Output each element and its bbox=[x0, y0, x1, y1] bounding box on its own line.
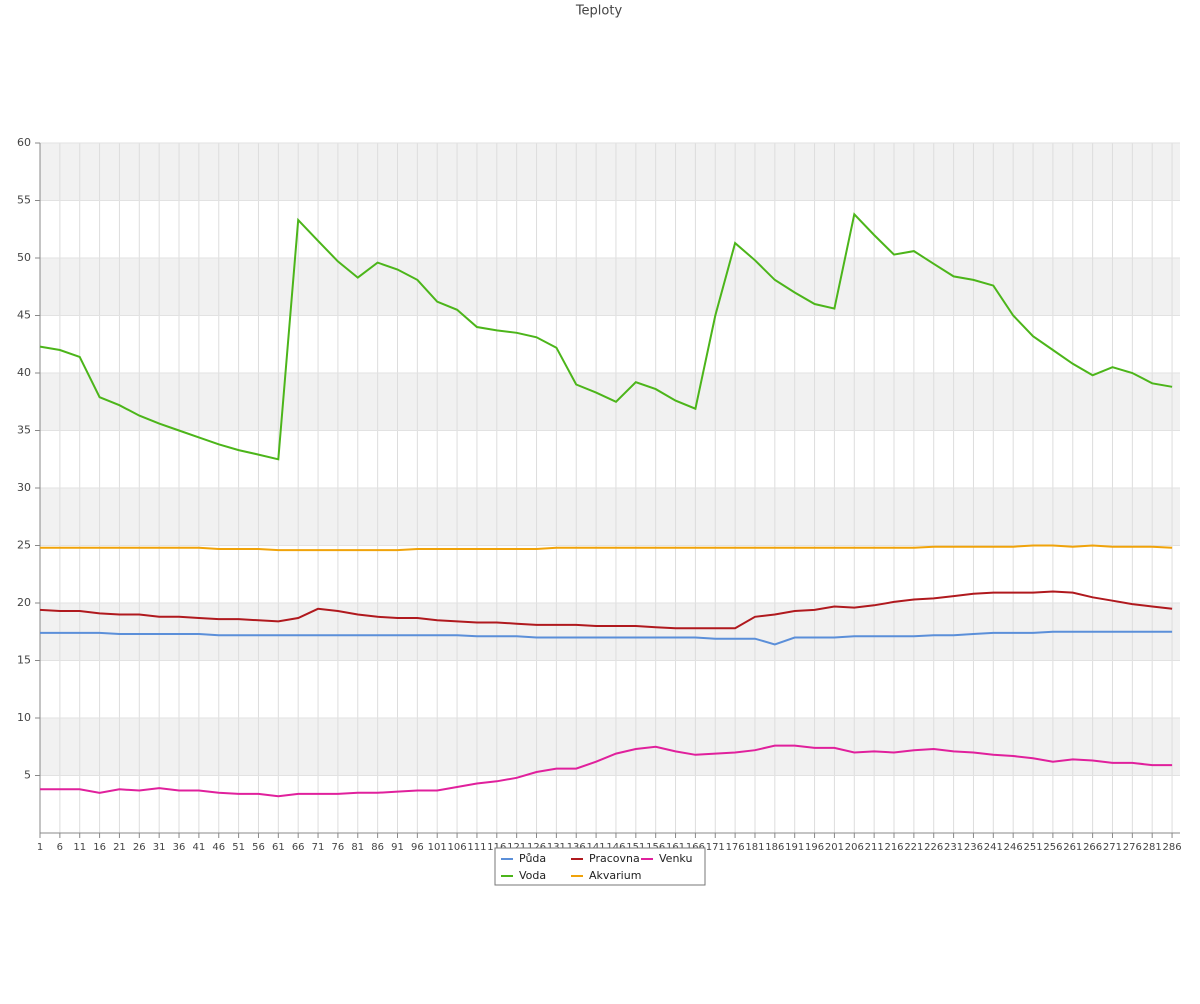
x-tick-label: 21 bbox=[113, 842, 126, 853]
x-tick-label: 196 bbox=[805, 842, 824, 853]
x-tick-label: 216 bbox=[884, 842, 903, 853]
x-tick-label: 246 bbox=[1004, 842, 1023, 853]
x-tick-label: 201 bbox=[825, 842, 844, 853]
x-tick-label: 56 bbox=[252, 842, 265, 853]
y-tick-label: 55 bbox=[17, 194, 31, 207]
x-tick-label: 26 bbox=[133, 842, 146, 853]
x-tick-label: 176 bbox=[726, 842, 745, 853]
x-tick-label: 256 bbox=[1043, 842, 1062, 853]
y-tick-label: 5 bbox=[24, 769, 31, 782]
y-tick-label: 15 bbox=[17, 654, 31, 667]
y-tick-label: 30 bbox=[17, 481, 31, 494]
x-tick-label: 71 bbox=[312, 842, 325, 853]
x-tick-label: 101 bbox=[428, 842, 447, 853]
x-tick-label: 1 bbox=[37, 842, 43, 853]
x-tick-label: 186 bbox=[765, 842, 784, 853]
x-tick-label: 206 bbox=[845, 842, 864, 853]
y-tick-label: 45 bbox=[17, 309, 31, 322]
x-tick-label: 276 bbox=[1123, 842, 1142, 853]
series-line bbox=[39, 590, 1173, 630]
x-tick-label: 261 bbox=[1063, 842, 1082, 853]
x-tick-label: 286 bbox=[1163, 842, 1182, 853]
x-tick-label: 251 bbox=[1023, 842, 1042, 853]
chart-title: Teploty bbox=[575, 4, 623, 19]
x-tick-label: 221 bbox=[904, 842, 923, 853]
x-tick-label: 271 bbox=[1103, 842, 1122, 853]
legend-box bbox=[494, 847, 706, 886]
x-tick-label: 211 bbox=[865, 842, 884, 853]
grid-band bbox=[40, 718, 1180, 776]
x-tick-label: 281 bbox=[1143, 842, 1162, 853]
y-tick-label: 25 bbox=[17, 539, 31, 552]
series-line bbox=[39, 212, 1173, 461]
legend-label: Venku bbox=[659, 852, 692, 865]
x-tick-label: 76 bbox=[332, 842, 345, 853]
x-tick-label: 31 bbox=[153, 842, 166, 853]
y-tick-label: 40 bbox=[17, 366, 31, 379]
x-tick-label: 16 bbox=[93, 842, 106, 853]
grid-band bbox=[40, 258, 1180, 316]
x-tick-label: 171 bbox=[706, 842, 725, 853]
x-tick-label: 191 bbox=[785, 842, 804, 853]
x-tick-label: 66 bbox=[292, 842, 305, 853]
x-tick-label: 51 bbox=[232, 842, 245, 853]
x-tick-label: 61 bbox=[272, 842, 285, 853]
x-tick-label: 81 bbox=[351, 842, 364, 853]
x-tick-label: 41 bbox=[193, 842, 206, 853]
grid-band bbox=[40, 143, 1180, 201]
y-tick-label: 50 bbox=[17, 251, 31, 264]
x-tick-label: 266 bbox=[1083, 842, 1102, 853]
x-tick-label: 46 bbox=[212, 842, 225, 853]
series-line bbox=[40, 544, 1173, 552]
x-tick-label: 241 bbox=[984, 842, 1003, 853]
x-tick-label: 86 bbox=[371, 842, 384, 853]
y-tick-label: 20 bbox=[17, 596, 31, 609]
legend-label: Akvarium bbox=[589, 869, 641, 882]
x-tick-label: 226 bbox=[924, 842, 943, 853]
legend-label: Pracovna bbox=[589, 852, 640, 865]
grid-band bbox=[40, 488, 1180, 546]
y-tick-label: 10 bbox=[17, 711, 31, 724]
grid-band bbox=[40, 603, 1180, 661]
y-tick-label: 35 bbox=[17, 424, 31, 437]
x-tick-label: 6 bbox=[57, 842, 63, 853]
y-tick-label: 60 bbox=[17, 136, 31, 149]
legend-label: Voda bbox=[519, 869, 546, 882]
x-tick-label: 36 bbox=[173, 842, 186, 853]
x-tick-label: 111 bbox=[467, 842, 486, 853]
x-tick-label: 96 bbox=[411, 842, 424, 853]
grid-band bbox=[40, 373, 1180, 431]
series-line bbox=[40, 744, 1173, 798]
x-tick-label: 11 bbox=[73, 842, 86, 853]
series-line bbox=[40, 630, 1173, 646]
legend-label: Půda bbox=[519, 852, 546, 865]
x-tick-label: 231 bbox=[944, 842, 963, 853]
x-tick-label: 181 bbox=[745, 842, 764, 853]
x-tick-label: 236 bbox=[964, 842, 983, 853]
x-tick-label: 106 bbox=[448, 842, 467, 853]
x-tick-label: 91 bbox=[391, 842, 404, 853]
